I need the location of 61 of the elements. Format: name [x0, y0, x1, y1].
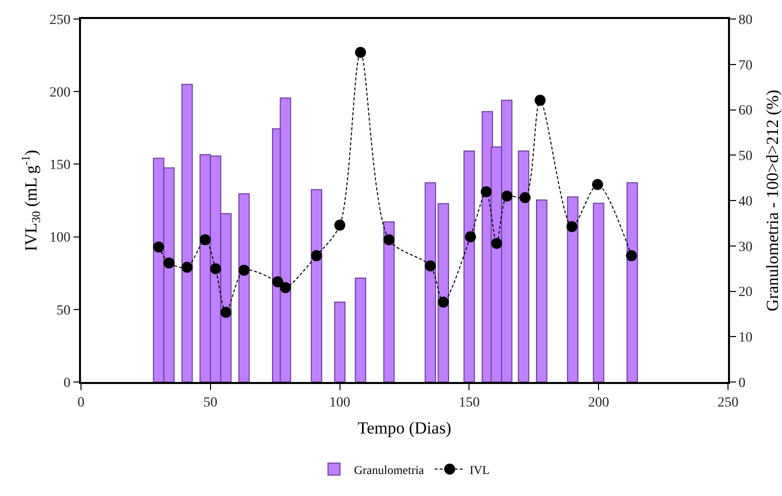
y-tick-label: 100 [49, 230, 70, 246]
point [153, 241, 164, 252]
point [464, 231, 476, 242]
point [534, 94, 546, 106]
y2-tick-label: 40 [738, 194, 753, 210]
point [566, 221, 578, 232]
bar [334, 302, 346, 382]
bar [238, 193, 250, 382]
point [383, 234, 394, 246]
point [238, 264, 250, 276]
y2-tick-label: 20 [738, 285, 753, 300]
legend-label: Granulometria [354, 462, 425, 477]
x-tick-label: 150 [458, 396, 480, 411]
point [200, 234, 211, 246]
y-tick-label: 250 [49, 12, 70, 28]
y2-tick-label: 0 [738, 376, 746, 391]
y2-tick-label: 70 [738, 58, 753, 74]
y-tick-label: 200 [49, 86, 70, 100]
point [280, 282, 291, 294]
point [355, 46, 366, 58]
point [626, 250, 637, 262]
legend-label: IVL [470, 462, 490, 477]
point [480, 186, 492, 198]
point [272, 276, 284, 288]
x-tick-label: 100 [329, 396, 350, 411]
bar [518, 150, 530, 382]
bar [567, 196, 578, 382]
point [491, 238, 502, 249]
point [311, 250, 322, 262]
y2-tick-label: 50 [738, 149, 753, 164]
bar [536, 200, 548, 382]
point [163, 257, 174, 268]
y2-tick-label: 80 [738, 12, 753, 28]
point [501, 190, 512, 202]
point [592, 179, 604, 190]
y-tick-label: 150 [49, 158, 70, 174]
point [220, 306, 232, 318]
x-tick-label: 50 [203, 396, 218, 411]
x-tick-label: 250 [718, 396, 738, 411]
y2-tick-label: 60 [738, 104, 753, 119]
point [210, 263, 222, 274]
point [438, 296, 449, 308]
point [424, 260, 436, 272]
point [520, 192, 531, 204]
x-tick-label: 200 [588, 396, 610, 411]
y2-axis-title: Granulometria - 100>d>212 (%) [763, 90, 782, 312]
y-tick-label: 50 [56, 303, 70, 318]
bar [626, 182, 638, 382]
point [182, 262, 193, 273]
bar [592, 202, 604, 382]
bar [181, 84, 193, 382]
bar [310, 189, 322, 382]
x-axis-title: Tempo (Dias) [358, 418, 452, 438]
y2-tick-label: 30 [738, 240, 753, 255]
y-tick-label: 0 [63, 376, 70, 391]
bar [354, 278, 366, 382]
y2-tick-label: 10 [738, 330, 753, 346]
bar [464, 150, 475, 382]
point [334, 220, 346, 231]
x-tick-label: 0 [78, 396, 84, 411]
bar [383, 221, 395, 382]
